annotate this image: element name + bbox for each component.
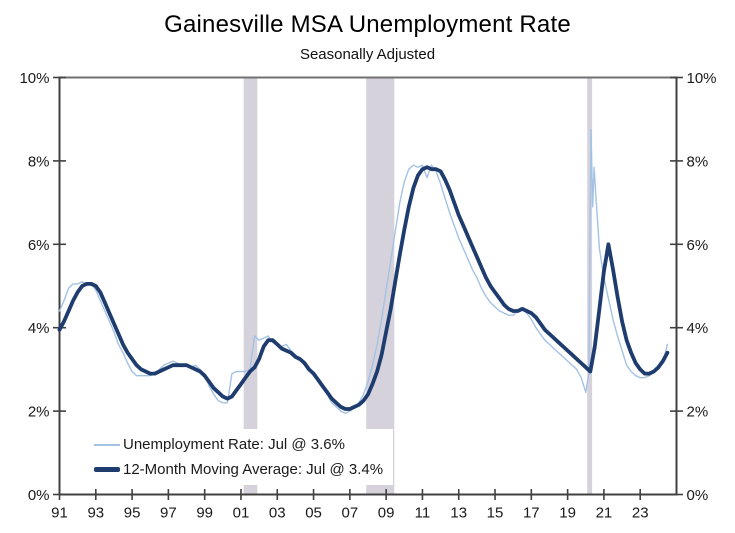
- x-tick-label: 23: [632, 505, 649, 522]
- x-tick-label: 11: [415, 505, 431, 522]
- x-tick-label: 95: [124, 505, 141, 522]
- moving-average-line: [57, 165, 670, 411]
- x-tick-label: 17: [523, 505, 540, 522]
- unemployment-rate-line: [58, 128, 669, 414]
- x-tick-label: 21: [596, 505, 613, 522]
- x-tick-label: 01: [233, 505, 250, 522]
- moving-average-line-swatch: [94, 467, 120, 472]
- legend: Unemployment Rate: Jul @ 3.6% 12-Month M…: [88, 429, 394, 485]
- y-tick-label-right: 8%: [687, 153, 709, 170]
- legend-label-moving-average: 12-Month Moving Average: Jul @ 3.4%: [123, 461, 384, 478]
- recession-band: [243, 77, 258, 495]
- x-tick-label: 07: [342, 505, 359, 522]
- x-tick-label: 15: [487, 505, 504, 522]
- y-tick-label-left: 0%: [28, 487, 50, 504]
- legend-item-moving-average: 12-Month Moving Average: Jul @ 3.4%: [94, 457, 383, 482]
- y-tick-label-left: 4%: [28, 320, 50, 337]
- x-tick-label: 93: [87, 505, 104, 522]
- chart-subtitle: Seasonally Adjusted: [299, 46, 436, 63]
- x-tick-label: 13: [450, 505, 467, 522]
- x-tick-label: 99: [196, 505, 213, 522]
- legend-item-unemployment-rate: Unemployment Rate: Jul @ 3.6%: [94, 432, 383, 457]
- y-tick-label-left: 10%: [19, 70, 49, 87]
- y-tick-label-left: 2%: [28, 404, 50, 421]
- x-tick-label: 19: [559, 505, 576, 522]
- x-tick-label: 09: [378, 505, 395, 522]
- x-tick-label: 91: [51, 505, 68, 522]
- y-tick-label-right: 10%: [687, 70, 717, 87]
- y-tick-label-right: 2%: [687, 404, 709, 421]
- chart-title: Gainesville MSA Unemployment Rate: [164, 11, 571, 38]
- y-tick-label-right: 0%: [687, 487, 709, 504]
- x-tick-label: 03: [269, 505, 286, 522]
- recession-band: [366, 77, 395, 495]
- y-tick-label-left: 8%: [28, 153, 50, 170]
- unemployment-rate-line-swatch: [94, 443, 120, 446]
- y-tick-label-left: 6%: [28, 237, 50, 254]
- x-tick-label: 05: [305, 505, 322, 522]
- legend-label-unemployment-rate: Unemployment Rate: Jul @ 3.6%: [123, 436, 345, 453]
- y-tick-label-right: 6%: [687, 237, 709, 254]
- y-tick-label-right: 4%: [687, 320, 709, 337]
- x-tick-label: 97: [160, 505, 177, 522]
